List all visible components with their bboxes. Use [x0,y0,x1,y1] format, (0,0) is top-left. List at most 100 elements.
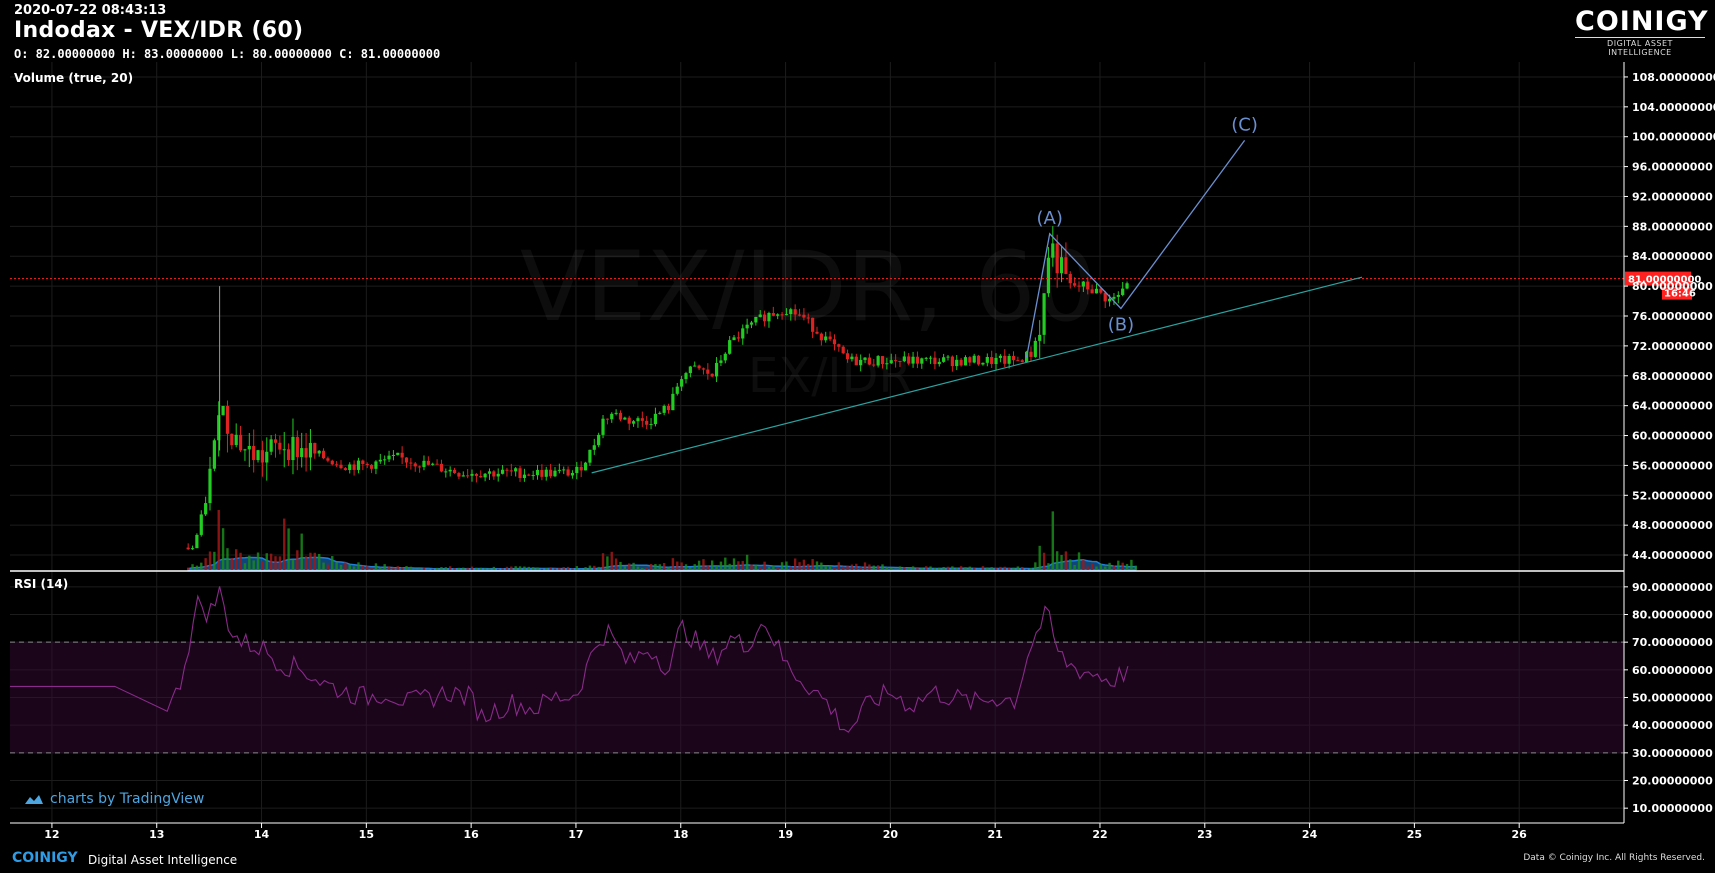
candle-body [623,417,627,420]
x-tick-label: 13 [149,828,164,841]
countdown-label: 16:46 [1664,289,1696,300]
volume-bar [514,566,517,570]
y-tick-label: 76.00000000 [1632,310,1713,323]
volume-bar [440,567,443,570]
volume-bar [610,551,613,570]
brand-tagline: DIGITAL ASSET INTELLIGENCE [1575,37,1705,57]
candle-body [680,379,684,387]
tradingview-link[interactable]: charts by TradingView [22,791,204,807]
candle-body [723,353,727,361]
candle-body [409,462,413,464]
volume-bar [606,556,609,570]
candle-body [968,357,972,363]
candle-body [195,534,199,549]
volume-bar [702,559,705,570]
candle-body [300,448,304,457]
volume-bar [933,567,937,570]
volume-bar [724,557,727,570]
volume-bar [920,567,924,570]
candlestick-series [186,226,1129,550]
candle-body [217,415,221,441]
volume-bar [213,551,216,570]
candle-body [1090,289,1094,294]
volume-bar [807,564,810,570]
candle-body [518,468,522,478]
candle-body [348,464,352,471]
volume-bar [466,567,469,570]
candle-body [990,356,994,365]
candle-body [252,445,256,461]
candle-body [527,474,531,476]
candle-body [697,365,701,369]
volume-bar [662,562,666,570]
chart-timestamp: 2020-07-22 08:43:13 [14,3,167,18]
axes: 44.00000000 48.00000000 52.00000000 56.0000… [10,62,1715,841]
candle-body [365,463,369,465]
tradingview-text: charts by TradingView [50,791,205,807]
candle-body [880,356,885,364]
candle-body [915,356,920,364]
candle-body [1116,294,1120,297]
volume-bar [759,566,762,570]
candle-body [618,412,623,420]
volume-bar [387,566,391,570]
volume-bar [802,559,806,570]
candle-body [911,356,915,364]
candle-body [444,471,448,473]
volume-bar [868,564,871,570]
candle-body [1051,243,1055,258]
candle-body [1107,298,1112,302]
volume-bar [291,559,295,570]
y-tick-label: 84.00000000 [1632,250,1713,263]
candle-body [841,346,845,354]
volume-bar [1038,545,1041,570]
volume-bar [431,568,434,570]
volume-indicator-label[interactable]: Volume (true, 20) [14,71,134,85]
candle-body [898,360,902,362]
volume-bar [186,567,190,570]
candle-body [902,356,906,362]
candle-body [1029,351,1033,357]
x-tick-label: 23 [1197,828,1212,841]
volume-bar [973,567,976,570]
volume-bar [977,568,980,570]
candle-body [265,451,269,463]
y-tick-label: 44.00000000 [1632,549,1713,562]
candle-body [1081,281,1085,287]
candle-body [418,466,422,468]
candle-body [872,364,876,366]
candle-body [649,424,653,426]
candle-body [225,406,230,434]
candle-body [845,353,850,360]
candle-body [894,360,898,362]
candle-body [950,356,954,367]
y-tick-label: 92.00000000 [1632,190,1713,203]
candle-body [553,470,557,477]
volume-bar [793,558,797,570]
x-tick-label: 17 [568,828,583,841]
candle-body [391,454,396,456]
candle-body [1038,334,1042,341]
volume-bar [545,568,548,570]
candle-body [273,439,278,443]
candle-body [828,336,832,340]
volume-bar [649,563,653,570]
candle-body [470,473,474,476]
candle-body [889,360,893,364]
volume-bar [903,567,906,570]
volume-bar [558,567,561,570]
candle-body [291,436,295,461]
volume-bar [911,566,915,570]
candle-body [1064,257,1068,274]
candle-body [597,434,601,446]
volume-bar [252,560,255,570]
candle-body [754,316,758,323]
y-tick-label: 100.00000000 [1632,131,1715,144]
volume-bar [518,566,522,570]
volume-bar [261,561,264,570]
volume-bar [986,567,989,570]
candle-body [387,455,391,460]
volume-bar [833,567,836,570]
candle-body [562,469,566,471]
rsi-indicator-label[interactable]: RSI (14) [14,577,69,591]
